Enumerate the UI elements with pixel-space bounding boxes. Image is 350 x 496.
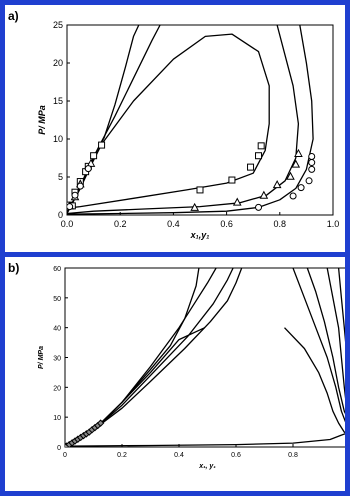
circle-marker <box>84 165 92 173</box>
square-marker <box>90 152 98 160</box>
triangle-marker <box>272 180 282 189</box>
y-tick-label: 20 <box>53 385 61 392</box>
panel-b-label: b) <box>8 261 20 275</box>
x-axis-title: x₁, y₁ <box>198 463 216 470</box>
triangle-marker <box>294 148 303 157</box>
circle-marker <box>308 152 316 160</box>
square-marker <box>257 142 265 150</box>
square-marker <box>228 176 236 184</box>
circle-marker <box>67 203 74 211</box>
diamond-marker <box>96 419 105 427</box>
series-line-0 <box>65 268 243 447</box>
circle-marker <box>308 165 316 173</box>
x-tick-label: 0.4 <box>174 452 184 459</box>
circle-marker <box>76 182 84 190</box>
series-line-3 <box>65 268 200 447</box>
square-marker <box>247 163 255 171</box>
square-marker <box>98 141 106 149</box>
y-tick-label: 20 <box>53 58 63 68</box>
triangle-marker <box>86 158 96 167</box>
circle-marker <box>255 203 263 211</box>
series-group-1 <box>65 268 345 447</box>
panel-a-label: a) <box>8 9 19 23</box>
series-line-9 <box>326 268 345 399</box>
x-tick-label: 0.2 <box>117 452 127 459</box>
series-line-6 <box>284 327 345 434</box>
triangle-marker <box>259 190 269 199</box>
x-tick-label: 0.0 <box>61 219 74 229</box>
triangle-marker <box>286 171 295 180</box>
y-tick-label: 5 <box>58 172 63 182</box>
x-tick-label: 0.8 <box>274 219 287 229</box>
circle-marker <box>308 159 316 167</box>
y-tick-label: 0 <box>57 445 61 452</box>
y-axis-title: P/ MPa <box>37 105 47 135</box>
y-tick-label: 50 <box>53 296 61 303</box>
circle-marker <box>305 177 313 185</box>
y-tick-label: 30 <box>53 356 61 363</box>
y-tick-label: 15 <box>53 96 63 106</box>
series-line-8 <box>306 268 345 415</box>
circle-marker <box>289 192 297 200</box>
y-axis-title: P/ MPa <box>38 346 45 369</box>
panel-b: b) 0 10 20 30 40 50 60 0 0.2 0.4 0.6 0.8 x₁, y₁ P/ MP… <box>5 257 345 491</box>
triangle-marker <box>190 202 200 211</box>
chart-a: 0 5 10 15 20 25 0.0 0.2 0.4 0.6 0.8 1.0 x₁,y₁ P/ MPa <box>37 20 340 240</box>
y-tick-label: 25 <box>53 20 63 30</box>
x-tick-label: 0.8 <box>288 452 298 459</box>
square-marker <box>196 186 204 194</box>
circle-marker <box>71 191 79 199</box>
panel-a: a) 0 5 10 15 20 25 0.0 0.2 0.4 0.6 0.8 1.0 x₁,y₁ P/ M… <box>5 5 345 252</box>
x-tick-label: 0 <box>63 452 67 459</box>
y-tick-label: 10 <box>53 134 63 144</box>
x-tick-label: 0.6 <box>220 219 233 229</box>
series-line-10 <box>337 268 345 343</box>
x-tick-label: 1.0 <box>327 219 340 229</box>
y-tick-label: 60 <box>53 266 61 273</box>
series-line-4 <box>67 25 314 215</box>
series-line-5 <box>65 433 345 447</box>
y-tick-label: 0 <box>58 210 63 220</box>
x-axis-title: x₁,y₁ <box>190 230 210 240</box>
panel-divider <box>5 252 345 257</box>
plot-area-0 <box>66 24 334 216</box>
series-group-0 <box>67 25 316 215</box>
series-line-1 <box>65 268 234 447</box>
chart-b: 0 10 20 30 40 50 60 0 0.2 0.4 0.6 0.8 x₁, y₁ P/ MPa <box>38 266 345 470</box>
square-marker <box>255 152 263 160</box>
y-tick-label: 10 <box>53 415 61 422</box>
x-tick-label: 0.6 <box>231 452 241 459</box>
circle-marker <box>297 184 305 192</box>
series-line-7 <box>292 268 345 423</box>
triangle-marker <box>232 197 242 206</box>
series-line-2 <box>67 33 270 214</box>
x-tick-label: 0.2 <box>114 219 127 229</box>
triangle-marker <box>291 159 301 168</box>
x-tick-label: 0.4 <box>167 219 180 229</box>
y-tick-label: 40 <box>53 326 61 333</box>
